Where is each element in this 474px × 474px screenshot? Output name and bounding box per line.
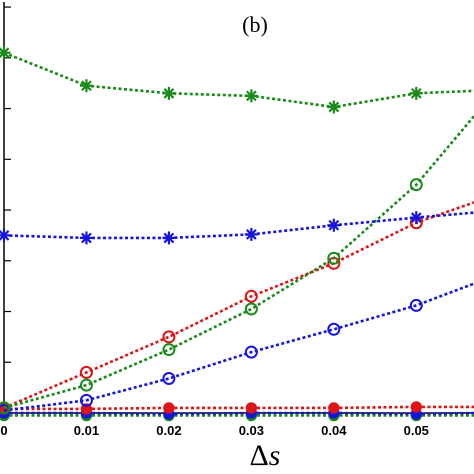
data-point [79,365,93,379]
x-tick-label: 0.02 [156,423,181,438]
data-point [245,402,258,414]
series-2 [0,211,474,245]
data-point [244,89,258,103]
data-point [328,402,340,414]
series-line [4,405,474,411]
data-point [244,345,258,359]
x-axis-title-variable: s [269,439,281,472]
data-point [409,298,423,312]
data-point [80,403,93,415]
data-point [409,86,423,100]
data-point [162,86,176,100]
data-point [79,393,93,407]
series-line [3,282,474,412]
series-line [3,201,474,410]
data-point [79,79,93,93]
panel-label: (b) [242,12,268,37]
asterisk-stroke [0,47,10,59]
asterisk-stroke [245,90,257,102]
series-1 [0,46,474,114]
series-line [3,51,474,109]
series-line [3,211,474,240]
x-tick-label: 0 [0,423,7,438]
x-axis-title-delta: Δ [250,439,269,472]
data-point [79,378,93,392]
plot-axes [3,2,474,414]
asterisk-stroke [163,87,175,99]
data-point [79,231,93,245]
data-point [162,231,176,245]
asterisk-stroke [328,219,340,231]
asterisk-stroke [0,230,10,241]
data-point [244,302,258,316]
data-point [0,401,11,415]
data-point [327,218,341,232]
asterisk-stroke [163,232,175,244]
x-tick-label: 0.03 [239,423,264,438]
data-point [0,46,11,60]
series-3 [0,115,474,415]
x-tick-label: 0.05 [404,423,429,438]
x-tick-label: 0.04 [321,423,347,438]
data-point [327,322,341,336]
asterisk-stroke [328,101,340,113]
data-point [409,211,423,225]
series-6 [0,401,474,415]
data-point [162,371,176,385]
asterisk-stroke [410,87,422,99]
asterisk-stroke [245,229,257,240]
data-point [163,402,175,414]
data-point [327,100,341,114]
series-line [3,115,474,410]
asterisk-stroke [81,232,92,244]
data-point [162,343,176,357]
data-point [0,228,11,242]
x-axis-title: Δs [250,439,281,472]
asterisk-stroke [410,212,422,224]
data-point [162,330,176,344]
data-point [409,178,423,192]
series-layer [0,46,474,422]
asterisk-stroke [81,80,92,92]
data-point [410,401,422,413]
data-point [327,251,341,265]
x-tick-label: 0.01 [74,423,99,438]
data-point [244,289,258,303]
data-point [244,227,258,241]
axis-ticks: 0 0.01 0.02 0.03 0.04 0.05 [0,6,429,438]
